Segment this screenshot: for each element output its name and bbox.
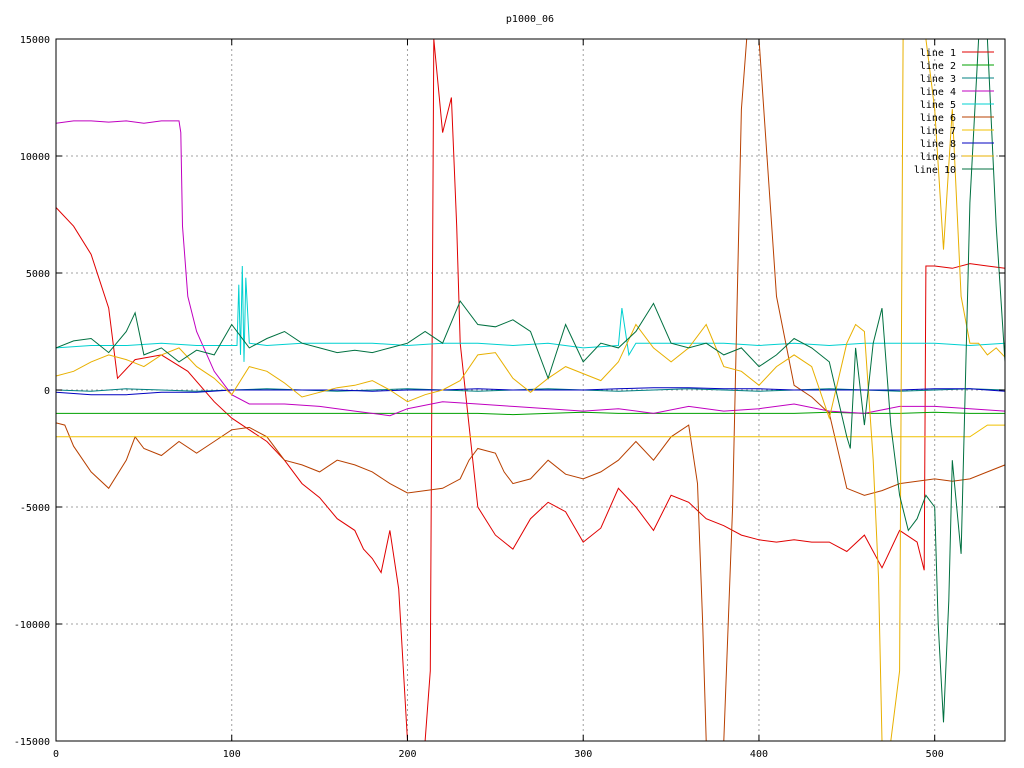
series-line-10 — [56, 39, 1005, 723]
legend-label: line 6 — [920, 113, 956, 124]
series-line-7 — [56, 424, 1005, 438]
series-line-8 — [56, 387, 1005, 396]
legend-label: line 5 — [920, 100, 956, 111]
x-tick-label: 300 — [574, 749, 592, 760]
x-tick-label: 200 — [398, 749, 416, 760]
series-line-6 — [56, 39, 1005, 741]
y-tick-label: -5000 — [20, 503, 50, 514]
x-tick-label: 100 — [223, 749, 241, 760]
y-tick-label: 10000 — [20, 152, 50, 163]
chart-title: p1000_06 — [506, 14, 554, 25]
x-tick-label: 500 — [926, 749, 944, 760]
legend-label: line 10 — [914, 165, 956, 176]
series-line-5 — [56, 265, 1005, 362]
axes: 0 100 200 300 400 500 -15000 -10000 -5000 0 5000 10… — [14, 35, 1005, 760]
y-tick-label: -10000 — [14, 620, 50, 631]
legend: line 1 line 2 line 3 line 4 line 5 line 6 line… — [914, 48, 994, 176]
legend-label: line 2 — [920, 61, 956, 72]
series-line-4 — [56, 120, 1005, 417]
x-tick-label: 0 — [53, 749, 59, 760]
legend-label: line 8 — [920, 139, 956, 150]
legend-label: line 1 — [920, 48, 956, 59]
legend-label: line 3 — [920, 74, 956, 85]
y-tick-label: 5000 — [26, 269, 50, 280]
y-tick-label: 15000 — [20, 35, 50, 46]
series-line-3 — [56, 388, 1005, 392]
series-line-9 — [56, 39, 1005, 741]
series-group — [56, 39, 1005, 741]
legend-label: line 9 — [920, 152, 956, 163]
legend-label: line 4 — [920, 87, 956, 98]
series-line-1 — [56, 39, 1005, 741]
series-line-2 — [56, 411, 1005, 416]
y-tick-label: -15000 — [14, 737, 50, 748]
x-tick-label: 400 — [750, 749, 768, 760]
legend-label: line 7 — [920, 126, 956, 137]
y-tick-label: 0 — [44, 386, 50, 397]
